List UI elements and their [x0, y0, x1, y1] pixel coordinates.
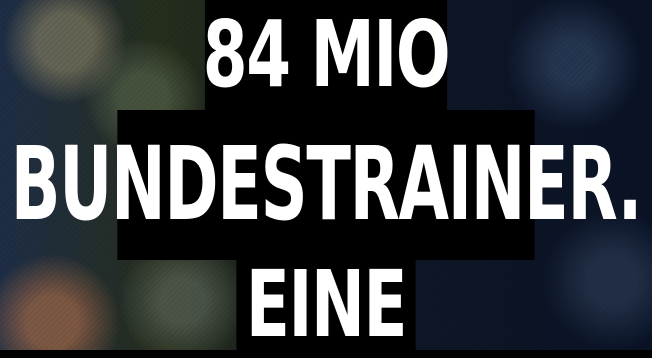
- background-photo: [0, 0, 652, 350]
